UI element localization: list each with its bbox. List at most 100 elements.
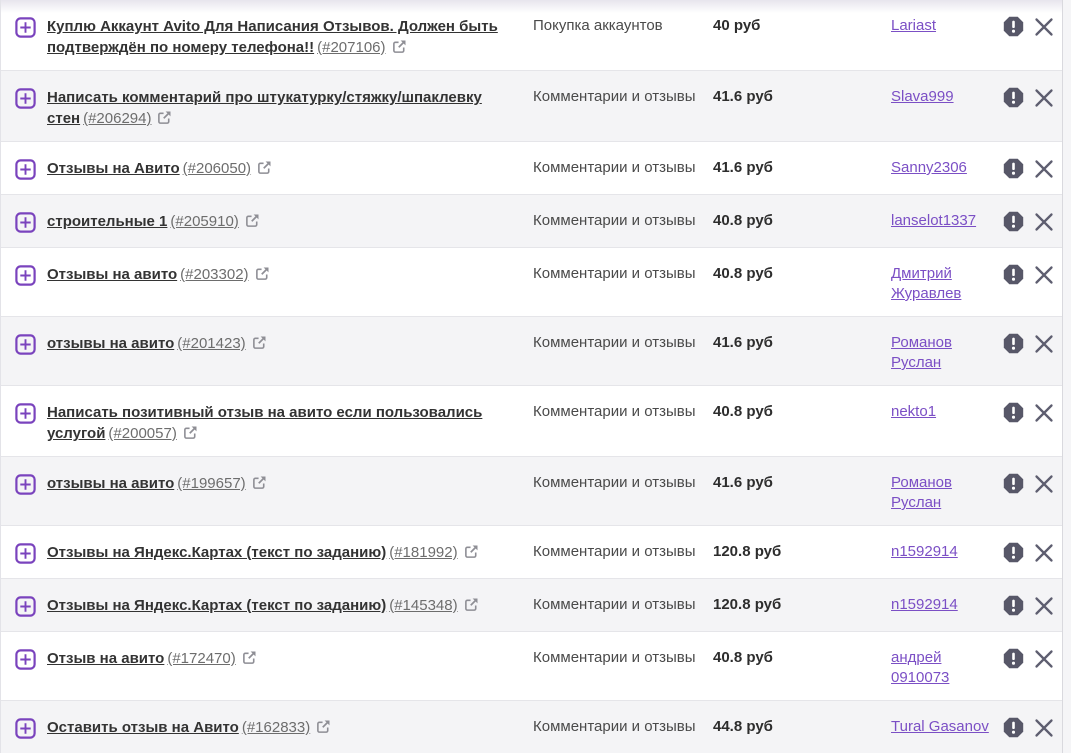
alert-button[interactable] [1003,542,1024,563]
expand-button[interactable] [15,159,36,180]
alert-button[interactable] [1003,402,1024,423]
task-id-link[interactable]: (#203302) [180,266,249,283]
external-link-icon[interactable] [464,544,479,559]
price-cell: 41.6 руб [713,88,773,105]
close-button[interactable] [1033,333,1055,355]
task-id-link[interactable]: (#207106) [317,39,386,56]
user-link[interactable]: Романов Руслан [891,334,952,371]
category-cell: Комментарии и отзывы [533,212,696,229]
task-id-link[interactable]: (#200057) [108,425,177,442]
external-link-icon[interactable] [392,39,407,54]
external-link-icon[interactable] [464,597,479,612]
task-title-cell: Отзывы на авито (#203302) [47,264,525,285]
external-link-icon[interactable] [252,335,267,350]
task-id-link[interactable]: (#201423) [177,335,246,352]
task-id-link[interactable]: (#206050) [182,160,252,177]
task-title-link[interactable]: Отзыв на авито [47,650,165,667]
user-link[interactable]: Slava999 [891,88,954,105]
user-cell: nekto1 [891,402,1003,422]
close-icon [1035,213,1053,231]
alert-button[interactable] [1003,473,1024,494]
alert-button[interactable] [1003,595,1024,616]
task-title-link[interactable]: Написать комментарий про штукатурку/стяж… [47,89,482,127]
external-link-icon[interactable] [245,213,260,228]
user-link[interactable]: nekto1 [891,403,937,420]
close-button[interactable] [1033,264,1055,286]
user-link[interactable]: Lariast [891,17,937,34]
task-title-link[interactable]: Отзывы на Яндекс.Картах (текст по задани… [47,544,387,561]
expand-button[interactable] [15,17,36,38]
task-id-link[interactable]: (#162833) [241,719,311,736]
price-cell: 40.8 руб [713,403,773,420]
expand-button[interactable] [15,212,36,233]
task-title-cell: Отзывы на Яндекс.Картах (текст по задани… [47,542,525,563]
expand-button[interactable] [15,88,36,109]
user-link[interactable]: Sanny2306 [891,159,967,176]
alert-button[interactable] [1003,264,1024,285]
table-row: Написать комментарий про штукатурку/стяж… [1,70,1062,141]
close-button[interactable] [1033,648,1055,670]
close-button[interactable] [1033,717,1055,739]
alert-button[interactable] [1003,717,1024,738]
alert-button[interactable] [1003,211,1024,232]
user-cell: Slava999 [891,87,1003,107]
close-button[interactable] [1033,87,1055,109]
expand-button[interactable] [15,265,36,286]
task-title-link[interactable]: Отзывы на Авито [47,160,180,177]
task-id-link[interactable]: (#206294) [83,110,152,127]
external-link-icon[interactable] [157,110,172,125]
plus-square-icon [15,88,36,109]
close-button[interactable] [1033,473,1055,495]
close-icon [1035,650,1053,668]
task-title-link[interactable]: Куплю Аккаунт Avito Для Написания Отзыво… [47,18,498,56]
task-title-link[interactable]: отзывы на авито [47,475,175,492]
expand-button[interactable] [15,596,36,617]
expand-button[interactable] [15,718,36,739]
close-button[interactable] [1033,402,1055,424]
alert-button[interactable] [1003,87,1024,108]
close-button[interactable] [1033,542,1055,564]
external-link-icon[interactable] [257,160,272,175]
external-link-icon[interactable] [242,650,257,665]
price-cell: 120.8 руб [713,543,782,560]
external-link-icon[interactable] [252,475,267,490]
task-title-link[interactable]: Отзывы на авито [47,266,178,283]
alert-button[interactable] [1003,16,1024,37]
plus-square-icon [15,334,36,355]
plus-square-icon [15,212,36,233]
alert-button[interactable] [1003,648,1024,669]
task-title-link[interactable]: Оставить отзыв на Авито [47,719,239,736]
exclamation-octagon-icon [1003,87,1024,108]
user-link[interactable]: n1592914 [891,543,958,560]
task-title-link[interactable]: Написать позитивный отзыв на авито если … [47,404,483,442]
task-id-link[interactable]: (#172470) [167,650,236,667]
expand-button[interactable] [15,543,36,564]
task-id-link[interactable]: (#205910) [170,213,239,230]
user-link[interactable]: Романов Руслан [891,474,952,511]
task-id-link[interactable]: (#199657) [177,475,246,492]
task-id-link[interactable]: (#145348) [389,597,458,614]
task-title-link[interactable]: строительные 1 [47,213,168,230]
task-id-link[interactable]: (#181992) [389,544,458,561]
close-button[interactable] [1033,595,1055,617]
external-link-icon[interactable] [255,266,270,281]
close-button[interactable] [1033,211,1055,233]
expand-button[interactable] [15,649,36,670]
close-button[interactable] [1033,158,1055,180]
external-link-icon[interactable] [183,425,198,440]
close-button[interactable] [1033,16,1055,38]
user-link[interactable]: андрей 0910073 [891,649,950,686]
alert-button[interactable] [1003,333,1024,354]
task-title-link[interactable]: Отзывы на Яндекс.Картах (текст по задани… [47,597,387,614]
plus-square-icon [15,17,36,38]
task-title-link[interactable]: отзывы на авито [47,335,175,352]
user-link[interactable]: n1592914 [891,596,958,613]
expand-button[interactable] [15,403,36,424]
alert-button[interactable] [1003,158,1024,179]
external-link-icon[interactable] [316,719,331,734]
expand-button[interactable] [15,334,36,355]
user-link[interactable]: Дмитрий Журавлев [891,265,962,302]
expand-button[interactable] [15,474,36,495]
user-link[interactable]: lanselot1337 [891,212,977,229]
